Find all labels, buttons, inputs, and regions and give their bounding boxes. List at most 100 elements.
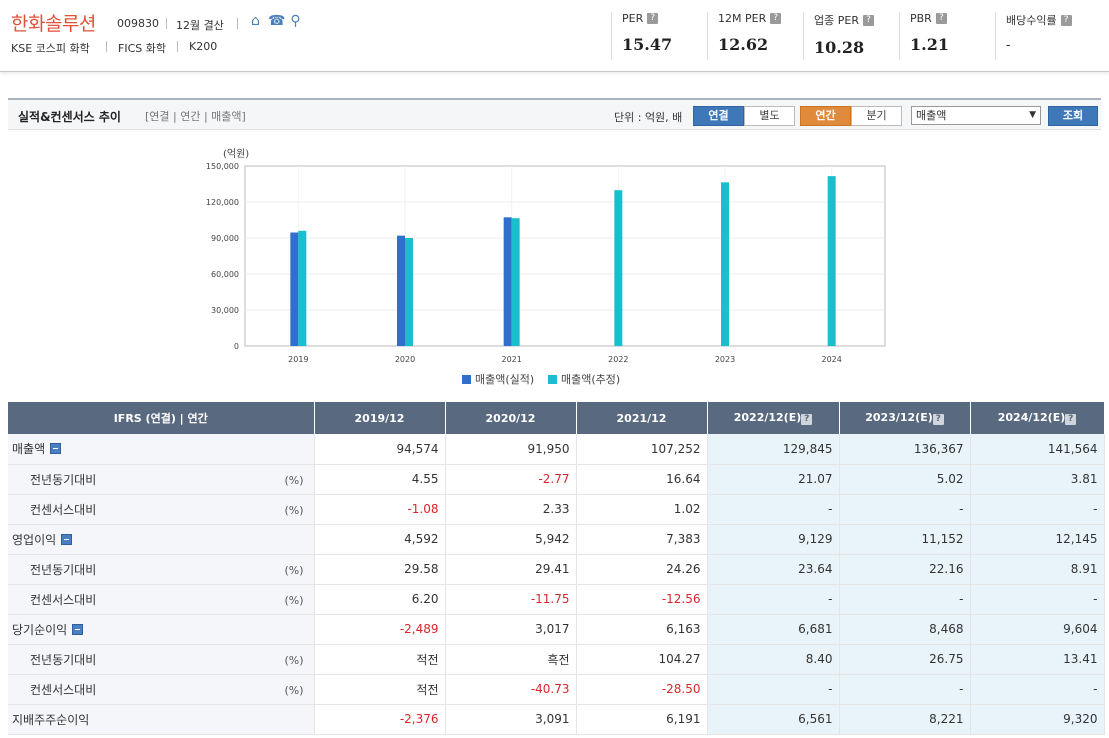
table-row: 컨센서스대비 (%) 6.20 -11.75 -12.56- - - bbox=[8, 584, 1105, 615]
help-icon[interactable]: ? bbox=[801, 414, 813, 425]
metric-industry-per: 업종 PER? 10.28 bbox=[803, 12, 899, 60]
divider bbox=[177, 41, 178, 52]
legend-label: 매출액(실적) bbox=[475, 373, 534, 386]
unit-suffix: (%) bbox=[284, 503, 304, 517]
row-label-text: 당기순이익 bbox=[12, 622, 68, 637]
table-cell: 129,845 bbox=[707, 434, 840, 465]
section-title: 실적&컨센서스 추이 bbox=[18, 110, 121, 124]
unit-suffix: (%) bbox=[284, 653, 304, 667]
bar-estimate bbox=[614, 190, 623, 346]
metric-label: PBR bbox=[910, 12, 932, 25]
collapse-icon[interactable] bbox=[61, 533, 73, 545]
column-header-text: 2024/12(E) bbox=[997, 411, 1066, 424]
table-cell: 8.40 bbox=[707, 644, 840, 675]
metric-value: 10.28 bbox=[814, 38, 865, 57]
table-cell: 29.41 bbox=[445, 554, 577, 585]
financial-table: IFRS (연결) | 연간 2019/12 2020/12 2021/12 2… bbox=[8, 402, 1105, 735]
table-cell: 흑전 bbox=[445, 644, 577, 675]
home-icon[interactable]: ⌂ bbox=[251, 13, 260, 29]
row-label[interactable]: 영업이익 bbox=[8, 524, 315, 555]
row-label: 전년동기대비 (%) bbox=[8, 464, 315, 495]
column-header-text: 2022/12(E) bbox=[733, 411, 802, 424]
table-row: 전년동기대비 (%) 적전 흑전 104.27 8.40 26.75 13.41 bbox=[8, 644, 1105, 675]
help-icon[interactable]: ? bbox=[1060, 14, 1072, 26]
table-row: 전년동기대비 (%) 4.55 -2.77 16.64 21.07 5.02 3.81 bbox=[8, 464, 1105, 495]
select-value: 매출액 bbox=[916, 109, 947, 122]
column-header-text: 2023/12(E) bbox=[865, 411, 933, 424]
table-cell: 9,320 bbox=[970, 704, 1105, 735]
table-cell: 26.75 bbox=[839, 644, 971, 675]
bar-estimate bbox=[511, 218, 520, 346]
table-row: 영업이익 4,592 5,942 7,383 9,129 11,152 12,145 bbox=[8, 524, 1105, 555]
sector-tag: FICS 화학 bbox=[118, 42, 166, 55]
table-cell: 16.64 bbox=[576, 464, 708, 495]
metric-value: 1.21 bbox=[910, 35, 949, 54]
help-icon[interactable]: ? bbox=[862, 14, 874, 26]
metric-select[interactable]: 매출액 ▼ bbox=[911, 106, 1041, 125]
table-cell: 7,383 bbox=[576, 524, 708, 555]
quarter-button[interactable]: 분기 bbox=[851, 106, 902, 126]
sales-chart: 150,000 120,000 90,000 60,000 30,000 0 (억원) 201… bbox=[206, 148, 886, 386]
separate-button[interactable]: 별도 bbox=[744, 106, 795, 126]
table-cell: 29.58 bbox=[314, 554, 446, 585]
row-label-text: 지배주주순이익 bbox=[12, 712, 90, 727]
help-icon[interactable]: ? bbox=[1065, 414, 1077, 425]
help-icon[interactable]: ? bbox=[935, 13, 947, 24]
index-tag: K200 bbox=[189, 40, 218, 53]
bar-estimate bbox=[298, 230, 307, 346]
table-cell: 8,221 bbox=[839, 704, 971, 735]
company-code: 009830 bbox=[117, 17, 159, 30]
bar-actual bbox=[503, 217, 512, 346]
map-pin-icon[interactable]: ⚲ bbox=[290, 13, 301, 29]
table-cell: 8.91 bbox=[970, 554, 1105, 585]
company-name: 한화솔루션 bbox=[11, 13, 96, 35]
metric-12m-per: 12M PER? 12.62 bbox=[707, 12, 803, 60]
row-label[interactable]: 당기순이익 bbox=[8, 614, 315, 645]
table-cell: 8,468 bbox=[839, 614, 971, 645]
bar-estimate bbox=[721, 182, 729, 346]
table-cell: -28.50 bbox=[576, 674, 708, 705]
table-header-row: IFRS (연결) | 연간 2019/12 2020/12 2021/12 2… bbox=[8, 402, 1105, 434]
table-cell: 6,191 bbox=[576, 704, 708, 735]
table-cell: 3,017 bbox=[445, 614, 577, 645]
row-label: 지배주주순이익 bbox=[8, 704, 315, 735]
metric-value: 15.47 bbox=[622, 35, 673, 54]
table-cell: 적전 bbox=[314, 674, 446, 705]
table-cell: - bbox=[707, 674, 840, 705]
table-cell: 24.26 bbox=[576, 554, 708, 585]
bar-actual bbox=[397, 235, 405, 346]
column-header: 2022/12(E)? bbox=[707, 402, 840, 434]
row-label[interactable]: 매출액 bbox=[8, 434, 315, 465]
plot-area bbox=[244, 165, 886, 347]
table-cell: -2,489 bbox=[314, 614, 446, 645]
column-header: 2024/12(E)? bbox=[970, 402, 1105, 434]
unit-suffix: (%) bbox=[284, 563, 304, 577]
help-icon[interactable]: ? bbox=[770, 13, 782, 24]
divider bbox=[106, 41, 107, 52]
column-header: 2021/12 bbox=[576, 402, 708, 434]
help-icon[interactable]: ? bbox=[647, 13, 659, 24]
bar-actual bbox=[290, 232, 299, 346]
collapse-icon[interactable] bbox=[50, 443, 62, 455]
table-cell: 6,681 bbox=[707, 614, 840, 645]
row-label: 전년동기대비 (%) bbox=[8, 554, 315, 585]
phone-icon[interactable]: ☎ bbox=[268, 13, 286, 29]
collapse-icon[interactable] bbox=[72, 623, 84, 635]
table-cell: 9,604 bbox=[970, 614, 1105, 645]
table-cell: - bbox=[970, 494, 1105, 525]
row-label-text: 전년동기대비 bbox=[30, 472, 97, 487]
fiscal-label: 12월 결산 bbox=[176, 19, 224, 32]
table-cell: - bbox=[970, 674, 1105, 705]
table-cell: - bbox=[839, 494, 971, 525]
annual-button[interactable]: 연간 bbox=[800, 106, 851, 126]
x-tick-label: 2019 bbox=[288, 355, 308, 364]
x-tick-label: 2023 bbox=[715, 355, 735, 364]
table-cell: 3,091 bbox=[445, 704, 577, 735]
search-button[interactable]: 조회 bbox=[1048, 106, 1098, 126]
bar-estimate bbox=[827, 176, 836, 346]
y-tick-label: 90,000 bbox=[211, 234, 239, 243]
help-icon[interactable]: ? bbox=[932, 414, 944, 425]
consolidated-button[interactable]: 연결 bbox=[693, 106, 744, 126]
table-cell: 13.41 bbox=[970, 644, 1105, 675]
market-tag: KSE 코스피 화학 bbox=[11, 42, 90, 55]
